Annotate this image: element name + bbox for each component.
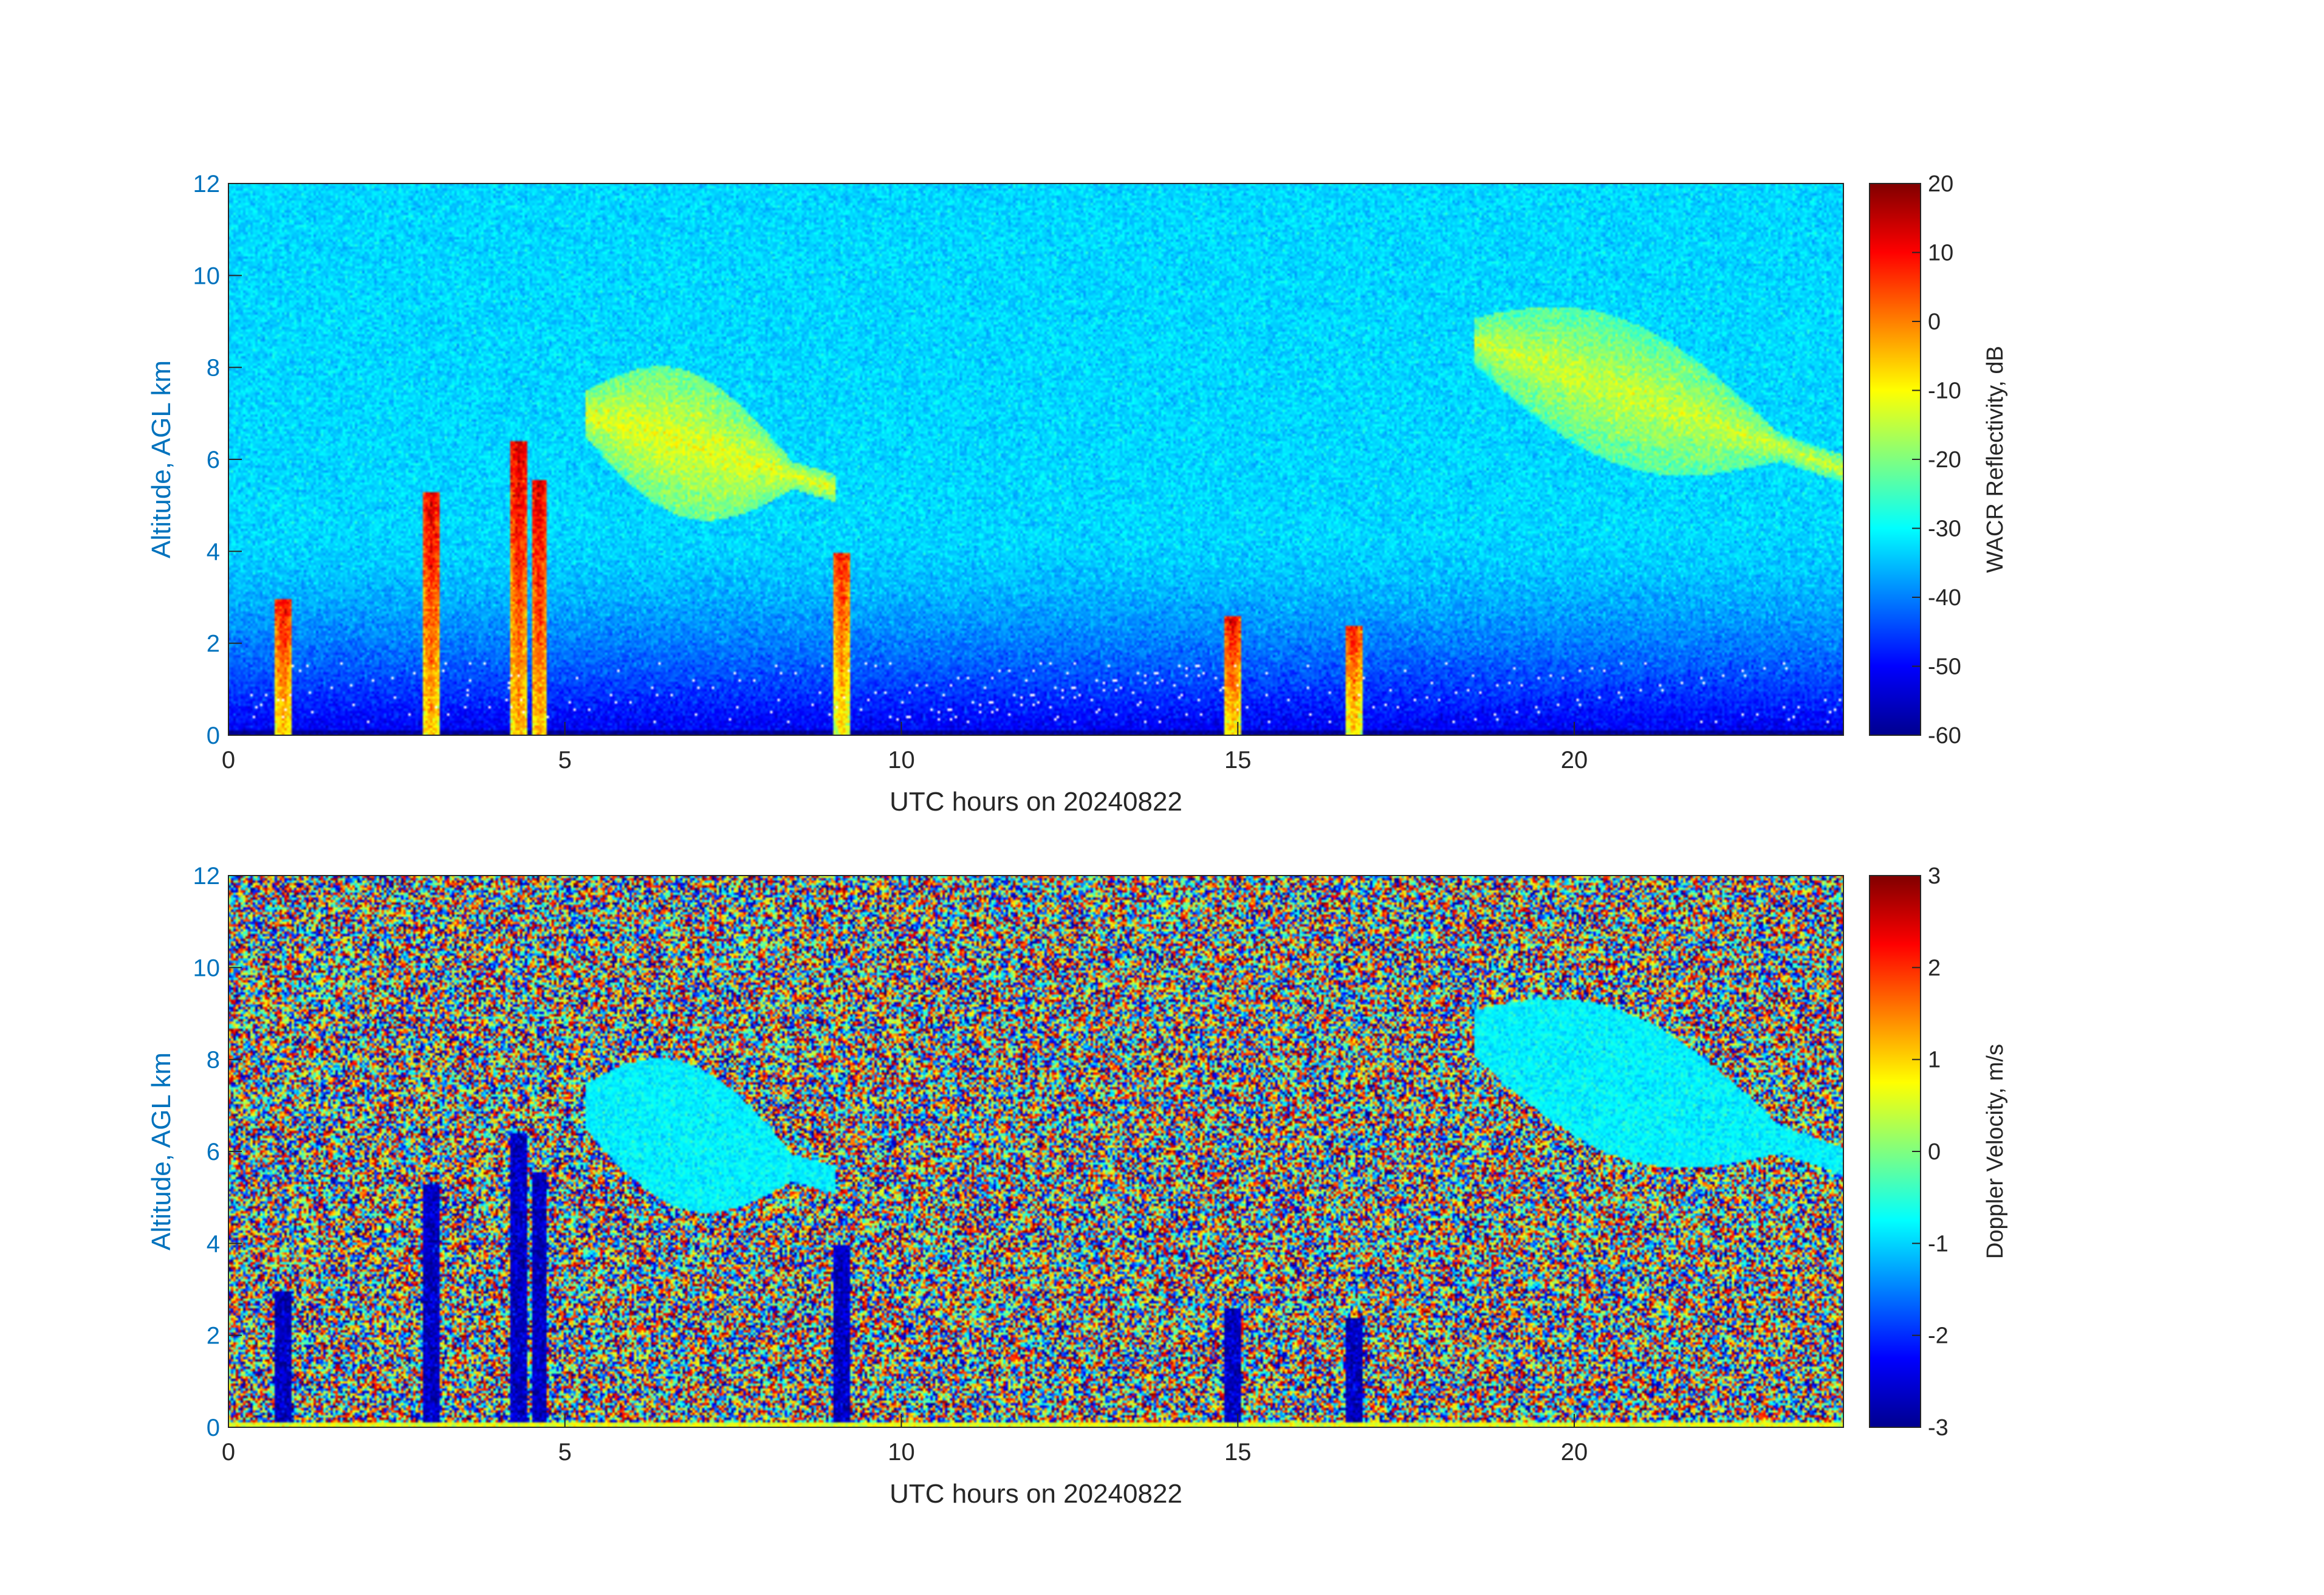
colorbar-tick-label: -1 (1928, 1231, 1949, 1257)
y-tick-label: 2 (207, 631, 220, 657)
colorbar-tick-label: -60 (1928, 723, 1961, 749)
y-tick-label: 12 (193, 863, 221, 890)
x-tick-label: 10 (888, 747, 915, 773)
y-tick-label: 6 (207, 447, 220, 473)
reflectivity-axes: 0 5 10 15 20 0 2 4 6 8 10 12 (193, 171, 1588, 773)
x-tick-label: 15 (1224, 747, 1252, 773)
colorbar-tick-label: -10 (1928, 379, 1961, 404)
colorbar-tick-label: 0 (1928, 309, 1941, 335)
x-tick-label: 0 (222, 747, 235, 773)
reflectivity-heatmap (228, 184, 1843, 735)
y-tick-label: 2 (207, 1323, 220, 1350)
colorbar-tick-label: -3 (1928, 1415, 1949, 1441)
colorbar-tick-label: 1 (1928, 1048, 1941, 1073)
y-tick-label: 12 (193, 171, 221, 197)
velocity-heatmap (228, 876, 1843, 1427)
reflectivity-y-axis-label: Altitude, AGL km (146, 360, 176, 558)
velocity-y-axis-label: Altitude, AGL km (146, 1052, 176, 1250)
colorbar-tick-label: -30 (1928, 516, 1961, 542)
colorbar-tick-label: 0 (1928, 1139, 1941, 1165)
y-tick-label: 0 (207, 722, 220, 749)
colorbar-tick-label: 20 (1928, 171, 1953, 197)
x-tick-label: 15 (1224, 1439, 1252, 1466)
x-tick-label: 20 (1561, 747, 1588, 773)
y-tick-label: 4 (207, 538, 220, 565)
velocity-colorbar-label: Doppler Velocity, m/s (1983, 1044, 2008, 1259)
colorbar-tick-label: 2 (1928, 955, 1941, 981)
y-tick-label: 8 (207, 355, 220, 382)
colorbar-tick-label: -40 (1928, 585, 1961, 611)
y-tick-label: 10 (193, 262, 221, 289)
reflectivity-panel: 0 5 10 15 20 0 2 4 6 8 10 12 Altitude, AGL km UTC h… (146, 171, 2008, 817)
y-tick-label: 6 (207, 1139, 220, 1165)
velocity-axes: 0 5 10 15 20 0 2 4 6 8 10 12 (193, 863, 1588, 1466)
reflectivity-colorbar-label: WACR Reflectivity, dB (1983, 346, 2008, 573)
y-tick-label: 4 (207, 1230, 220, 1257)
x-tick-label: 10 (888, 1439, 915, 1466)
colorbar-tick-label: -2 (1928, 1323, 1949, 1349)
x-tick-label: 20 (1561, 1439, 1588, 1466)
y-tick-label: 10 (193, 955, 221, 981)
colorbar-tick-label: 3 (1928, 863, 1941, 889)
x-tick-label: 5 (558, 747, 572, 773)
velocity-colorbar-ticks: 3 2 1 0 -1 -2 -3 (1912, 863, 1949, 1441)
velocity-x-axis-label: UTC hours on 20240822 (889, 1479, 1182, 1509)
x-tick-label: 0 (222, 1439, 235, 1466)
colorbar-tick-label: 10 (1928, 241, 1953, 266)
reflectivity-colorbar-ticks: 20 10 0 -10 -20 -30 -40 -50 -60 (1912, 171, 1961, 749)
y-tick-label: 8 (207, 1047, 220, 1074)
reflectivity-x-axis-label: UTC hours on 20240822 (889, 787, 1182, 817)
x-tick-label: 5 (558, 1439, 572, 1466)
colorbar-tick-label: -50 (1928, 654, 1961, 680)
y-tick-label: 0 (207, 1415, 220, 1441)
colorbar-tick-label: -20 (1928, 447, 1961, 473)
